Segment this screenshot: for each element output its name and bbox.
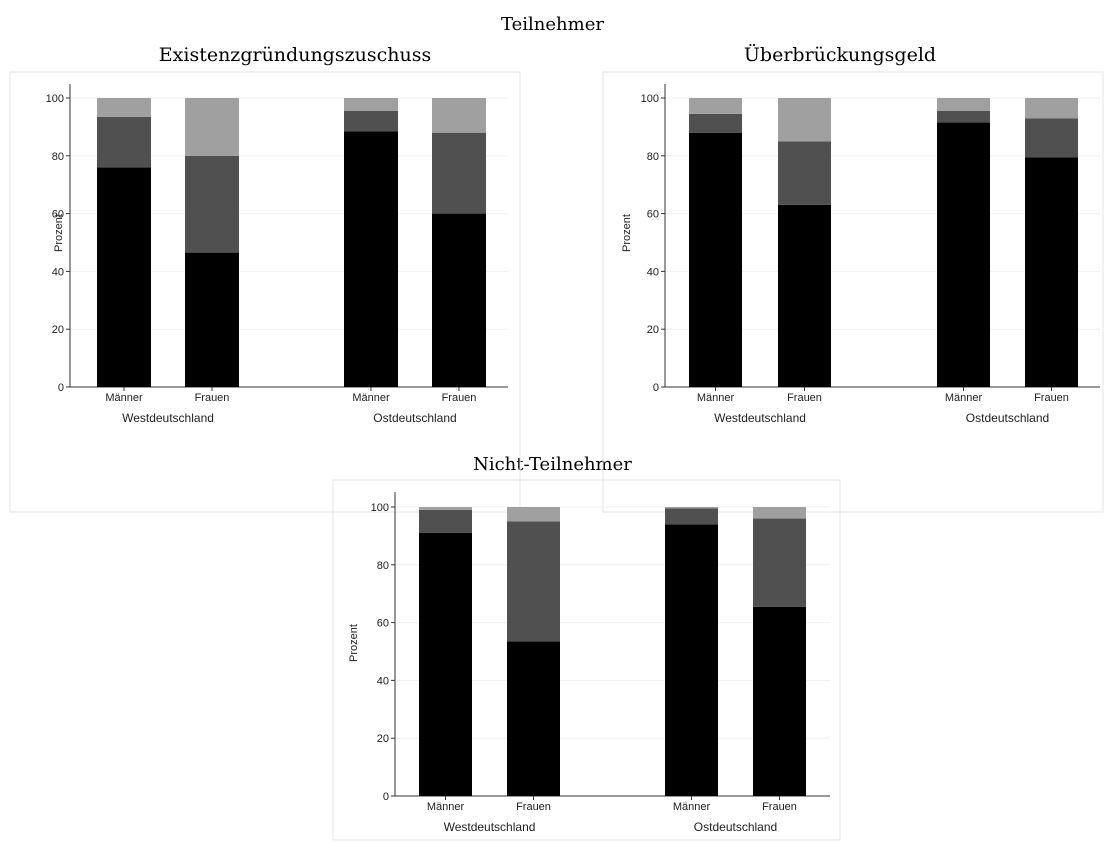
category-label: Männer — [427, 801, 465, 813]
bar-segment — [689, 132, 742, 387]
category-label: Männer — [352, 392, 390, 404]
y-tick-label: 20 — [377, 733, 389, 745]
y-tick-label: 20 — [52, 324, 64, 336]
bar-segment — [97, 167, 151, 387]
chart-title-ueberbrueckungsgeld: Überbrückungsgeld — [743, 44, 937, 66]
group-label: Westdeutschland — [122, 411, 214, 425]
category-label: Männer — [945, 392, 983, 404]
y-tick-label: 60 — [377, 618, 389, 630]
bar-segment — [507, 521, 560, 642]
plot-frame — [9, 71, 521, 513]
group-label: Ostdeutschland — [373, 411, 456, 425]
bar-segment — [432, 98, 486, 133]
y-tick-label: 80 — [52, 151, 64, 163]
bar-segment — [419, 533, 472, 796]
bar-segment — [344, 98, 398, 112]
y-axis-label: Prozent — [621, 214, 633, 252]
bar-segment — [937, 98, 990, 112]
y-axis-label: Prozent — [348, 624, 360, 662]
category-label: Frauen — [1034, 392, 1069, 404]
bar-segment — [753, 518, 806, 607]
bar-segment — [1025, 157, 1078, 387]
y-tick-label: 40 — [377, 675, 389, 687]
bar-segment — [507, 507, 560, 522]
group-label: Ostdeutschland — [694, 820, 777, 834]
bar-segment — [665, 507, 718, 509]
bar-segment — [753, 507, 806, 519]
category-label: Frauen — [516, 801, 551, 813]
y-axis-label: Prozent — [53, 214, 65, 252]
category-label: Männer — [697, 392, 735, 404]
chart-title-existenzgruendungszuschuss: Existenzgründungszuschuss — [158, 44, 432, 66]
y-tick-label: 40 — [647, 266, 659, 278]
bar-segment — [97, 98, 151, 117]
y-tick-label: 40 — [52, 266, 64, 278]
bar-segment — [689, 98, 742, 114]
y-tick-label: 0 — [383, 791, 389, 803]
group-label: Westdeutschland — [444, 820, 536, 834]
bar-segment — [689, 113, 742, 133]
y-tick-label: 100 — [46, 93, 64, 105]
bar-segment — [432, 132, 486, 214]
bar-segment — [185, 155, 239, 253]
category-label: Frauen — [442, 392, 477, 404]
y-tick-label: 80 — [377, 560, 389, 572]
plot-frame — [602, 71, 1104, 513]
bar-segment — [778, 98, 831, 142]
group-label: Westdeutschland — [714, 411, 806, 425]
bar-segment — [419, 509, 472, 534]
y-tick-label: 0 — [653, 382, 659, 394]
bar-segment — [1025, 118, 1078, 158]
y-tick-label: 60 — [52, 209, 64, 221]
bar-segment — [937, 122, 990, 387]
plot-frame — [332, 479, 841, 841]
category-label: Männer — [673, 801, 711, 813]
y-tick-label: 80 — [647, 151, 659, 163]
y-tick-label: 100 — [371, 502, 389, 514]
bar-segment — [753, 606, 806, 796]
bar-segment — [665, 524, 718, 796]
bar-segment — [432, 213, 486, 387]
category-label: Frauen — [195, 392, 230, 404]
bar-segment — [778, 204, 831, 387]
bar-segment — [419, 507, 472, 510]
bar-segment — [937, 111, 990, 123]
y-tick-label: 20 — [647, 324, 659, 336]
group-title-teilnehmer: Teilnehmer — [501, 14, 604, 35]
y-tick-label: 0 — [58, 382, 64, 394]
y-tick-label: 100 — [641, 93, 659, 105]
bar-segment — [344, 131, 398, 387]
category-label: Frauen — [787, 392, 822, 404]
category-label: Frauen — [762, 801, 797, 813]
y-tick-label: 60 — [647, 209, 659, 221]
bar-segment — [778, 141, 831, 205]
bar-segment — [344, 111, 398, 132]
bar-segment — [185, 98, 239, 156]
category-label: Männer — [105, 392, 143, 404]
group-label: Ostdeutschland — [966, 411, 1049, 425]
group-title-nicht-teilnehmer: Nicht-Teilnehmer — [473, 454, 632, 475]
bar-segment — [185, 252, 239, 387]
bar-segment — [1025, 98, 1078, 119]
bar-segment — [665, 508, 718, 525]
bar-segment — [97, 116, 151, 168]
bar-segment — [507, 641, 560, 796]
